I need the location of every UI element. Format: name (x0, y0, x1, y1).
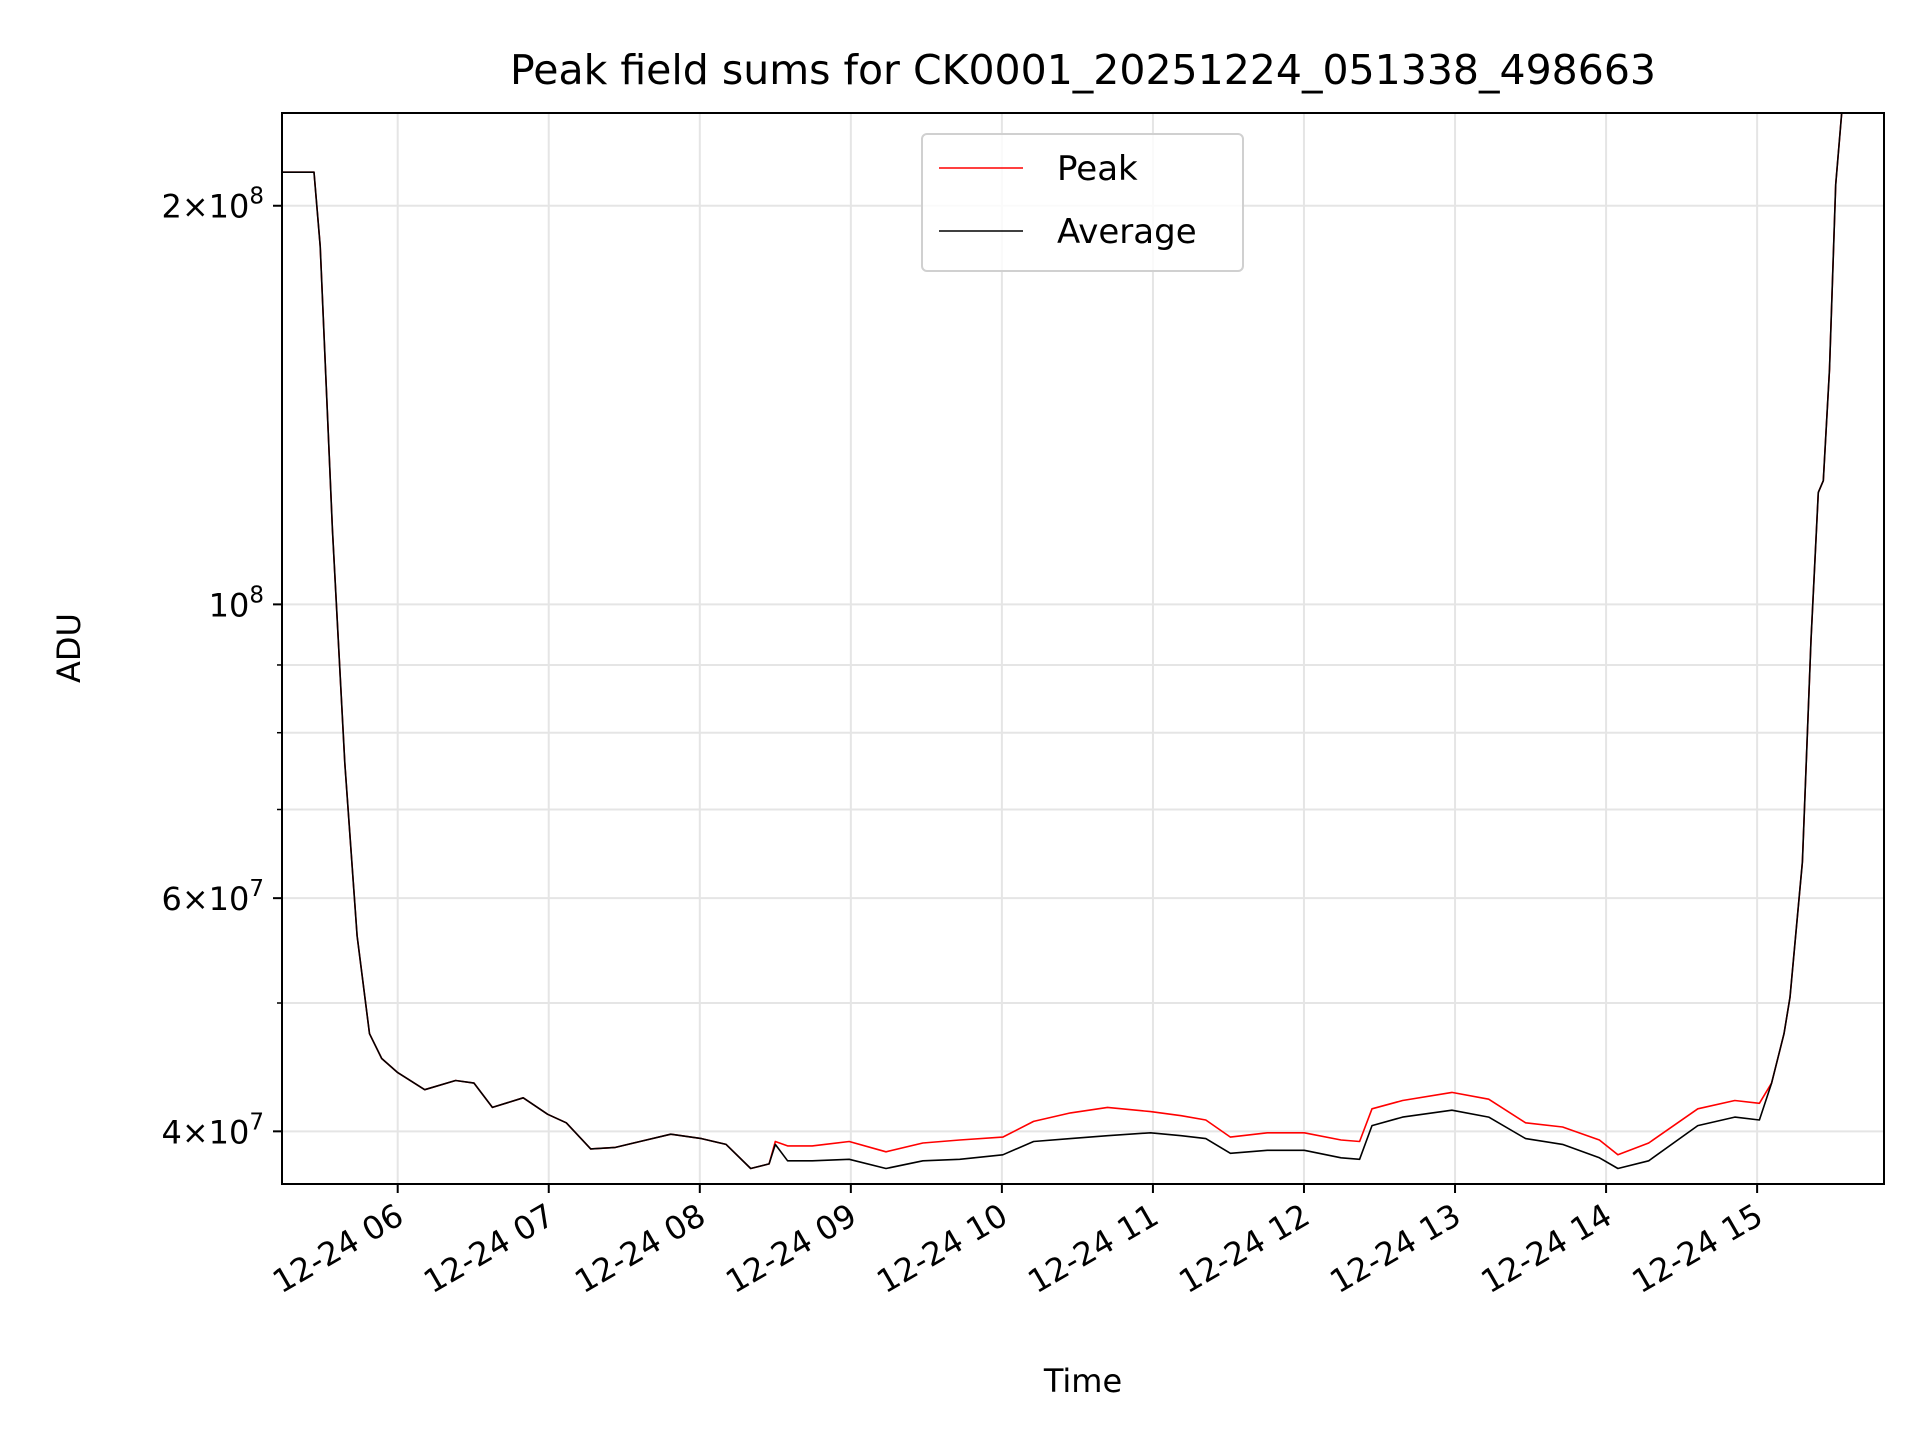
y-tick-label: 108 (209, 582, 264, 624)
x-axis-label: Time (1043, 1362, 1122, 1400)
legend: Peak Average (921, 133, 1244, 272)
y-tick-label: 2×108 (161, 184, 264, 226)
y-tick-label: 4×107 (161, 1109, 264, 1151)
y-axis: 2×108 108 6×107 4×107 (161, 184, 282, 1151)
y-tick-label: 6×107 (161, 876, 264, 918)
series-lines (282, 112, 1843, 1170)
y-axis-label: ADU (50, 613, 88, 683)
series-line-average (282, 112, 1843, 1170)
chart-title: Peak field sums for CK0001_20251224_0513… (510, 46, 1656, 94)
legend-average-label: Average (1057, 212, 1197, 252)
legend-peak-label: Peak (1057, 149, 1138, 189)
axes-frame (281, 112, 1885, 1185)
